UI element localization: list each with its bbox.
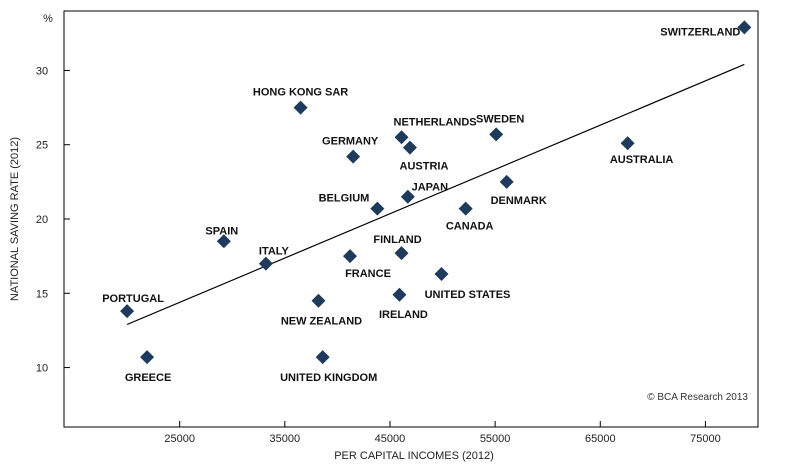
y-axis: 10 15 20 25 30 bbox=[36, 65, 70, 375]
x-tick-label: 55000 bbox=[480, 433, 511, 445]
point-label: BELGIUM bbox=[319, 193, 370, 205]
point-label: SWITZERLAND bbox=[660, 26, 740, 38]
point-france bbox=[343, 249, 358, 264]
y-tick-label: 30 bbox=[36, 65, 48, 77]
point-label: SWEDEN bbox=[476, 113, 524, 125]
point-label: AUSTRIA bbox=[400, 161, 449, 173]
y-tick-label: 15 bbox=[36, 288, 48, 300]
point-label: UNITED STATES bbox=[425, 289, 511, 301]
point-austria bbox=[402, 140, 417, 155]
point-portugal bbox=[120, 304, 135, 319]
point-label: SPAIN bbox=[205, 225, 238, 237]
point-label: NETHERLANDS bbox=[394, 116, 477, 128]
point-italy bbox=[258, 256, 273, 271]
x-axis-title: PER CAPITAL INCOMES (2012) bbox=[334, 450, 494, 462]
point-label: NEW ZEALAND bbox=[281, 316, 362, 328]
x-tick-label: 75000 bbox=[690, 433, 721, 445]
point-finland bbox=[394, 246, 409, 261]
point-label: GREECE bbox=[125, 372, 171, 384]
point-canada bbox=[458, 201, 473, 216]
x-tick-label: 45000 bbox=[375, 433, 406, 445]
point-label: UNITED KINGDOM bbox=[280, 372, 377, 384]
credit-note: © BCA Research 2013 bbox=[647, 392, 748, 403]
point-switzerland bbox=[737, 20, 752, 35]
point-label: JAPAN bbox=[412, 182, 449, 194]
trend-line bbox=[126, 63, 745, 326]
point-ireland bbox=[392, 287, 407, 302]
point-united-states bbox=[434, 266, 449, 281]
point-hong-kong-sar bbox=[293, 100, 308, 115]
point-label: FRANCE bbox=[345, 268, 391, 280]
point-belgium bbox=[370, 201, 385, 216]
point-spain bbox=[216, 234, 231, 249]
point-united-kingdom bbox=[315, 350, 330, 365]
y-axis-title: NATIONAL SAVING RATE (2012) bbox=[9, 137, 21, 301]
point-labels: SWITZERLAND HONG KONG SAR NETHERLANDS SWEDE… bbox=[102, 26, 740, 384]
point-greece bbox=[140, 350, 155, 365]
point-label: ITALY bbox=[259, 246, 290, 258]
point-label: HONG KONG SAR bbox=[253, 87, 348, 99]
x-tick-label: 25000 bbox=[164, 433, 195, 445]
point-denmark bbox=[499, 174, 514, 189]
point-sweden bbox=[489, 127, 504, 142]
point-label: IRELAND bbox=[379, 309, 428, 321]
point-label: AUSTRALIA bbox=[610, 154, 674, 166]
x-tick-label: 65000 bbox=[585, 433, 616, 445]
point-netherlands bbox=[394, 130, 409, 145]
point-label: PORTUGAL bbox=[102, 293, 164, 305]
y-unit-label: % bbox=[43, 13, 53, 25]
point-new-zealand bbox=[311, 293, 326, 308]
point-australia bbox=[620, 136, 635, 151]
point-germany bbox=[346, 149, 361, 164]
y-tick-label: 25 bbox=[36, 140, 48, 152]
plot-area bbox=[63, 10, 759, 428]
point-label: GERMANY bbox=[322, 136, 379, 148]
x-tick-label: 35000 bbox=[270, 433, 301, 445]
point-label: FINLAND bbox=[373, 234, 421, 246]
y-tick-label: 10 bbox=[36, 363, 48, 375]
point-label: DENMARK bbox=[491, 195, 547, 207]
y-tick-label: 20 bbox=[36, 214, 48, 226]
point-label: CANADA bbox=[446, 221, 494, 233]
point-japan bbox=[400, 189, 415, 204]
data-points bbox=[120, 20, 752, 365]
x-axis: 25000 35000 45000 55000 65000 75000 bbox=[164, 421, 721, 445]
